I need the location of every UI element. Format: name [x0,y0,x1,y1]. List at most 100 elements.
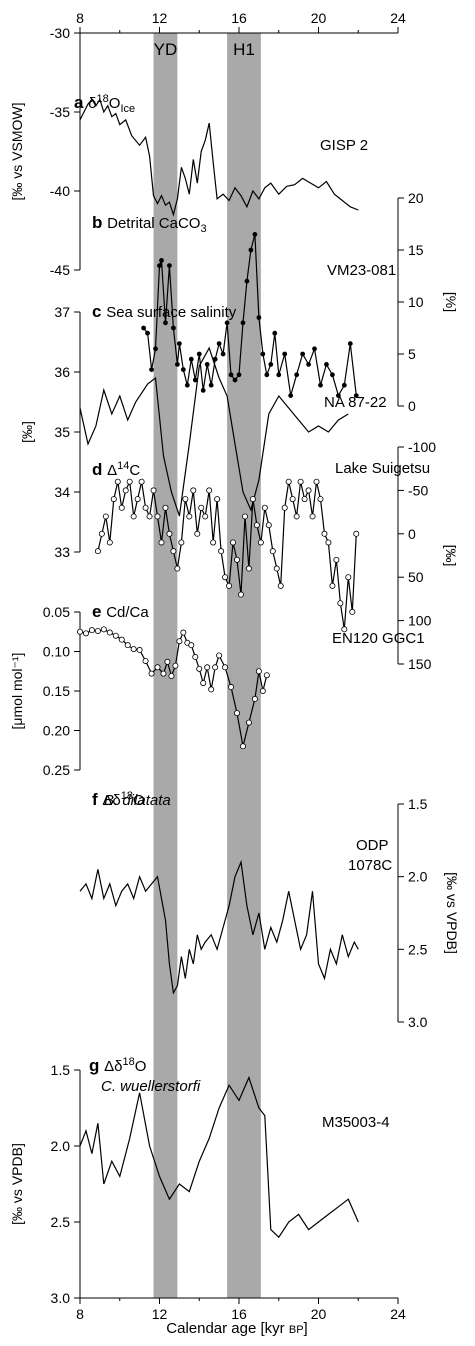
panel-title-d: d Δ14C [92,460,140,479]
y-tick-label: -100 [408,439,436,455]
y-tick-label: 0.20 [43,723,70,739]
band-label-yd: YD [154,40,178,59]
data-point-b [306,361,311,367]
data-point-d [178,539,185,546]
y-axis-label-c: [‰] [19,421,35,443]
data-point-e [222,664,229,671]
data-point-d [325,539,332,546]
data-point-b [208,382,214,388]
data-point-b [153,346,158,352]
y-tick-label: 2.0 [51,1138,71,1154]
data-point-e [216,652,223,659]
data-point-b [159,257,164,263]
data-point-b [174,361,180,367]
data-point-d [222,574,229,581]
data-point-b [188,356,194,362]
data-point-d [297,478,304,485]
data-point-b [196,351,202,357]
panel-b: 0 5 10 15 20 [%] b Detrital CaCO3 VM23-081 [92,190,459,414]
y-tick-label: 50 [408,569,424,585]
data-point-d [261,504,268,511]
data-point-b [268,361,274,367]
data-point-b [282,351,288,357]
y-axis-label-e: [μmol mol⁻¹] [9,653,25,730]
panel-title-g: g Δδ18O [89,1056,146,1075]
y-tick-label: 0 [408,398,416,414]
data-point-d [249,496,256,503]
data-point-b [192,377,198,383]
data-point-e [148,670,155,677]
x-tick-label: 12 [152,1306,168,1322]
data-point-b [163,320,168,326]
data-point-d [206,487,213,494]
data-point-e [255,668,262,675]
y-tick-label: 20 [408,190,424,206]
data-point-e [172,662,179,669]
band-h1 [227,33,261,1298]
data-point-d [194,530,201,537]
data-point-b [248,247,254,253]
data-point-d [118,504,125,511]
site-label-line2-f: 1078C [348,857,392,874]
panel-g: 1.5 2.0 2.5 3.0 [‰ vs VPDB] g Δδ18O C. wueller… [9,1056,390,1306]
y-tick-label: 3.0 [408,1014,428,1030]
data-point-b [353,393,359,399]
data-point-d [337,600,344,607]
y-tick-label: -40 [50,183,70,199]
x-tick-label: 12 [152,10,168,26]
site-label-a: GISP 2 [320,137,368,154]
y-tick-label: 0 [408,526,416,542]
data-point-b [228,372,234,378]
y-tick-label: 5 [408,346,416,362]
data-point-d [241,513,248,520]
data-point-b [330,372,335,378]
y-axis-label-b: [%] [443,292,459,312]
data-point-d [182,496,189,503]
panel-title-f: f Δδ18O [92,790,145,809]
data-point-d [122,487,129,494]
data-point-b [216,341,222,347]
y-tick-label: 34 [54,484,70,500]
y-tick-label: -50 [408,482,428,498]
data-point-e [208,686,215,693]
x-tick-label: 8 [76,1306,84,1322]
site-label-d: Lake Suigetsu [335,460,430,477]
y-tick-label: 0.25 [43,762,70,778]
data-point-d [265,522,272,529]
data-point-d [186,513,193,520]
panel-subtitle-g: C. wuellerstorfi [101,1078,201,1095]
y-tick-label: 2.0 [408,869,428,885]
data-point-d [341,626,348,633]
data-point-d [202,513,209,520]
data-point-d [289,496,296,503]
panel-title-c: c Sea surface salinity [92,302,237,321]
x-tick-label: 24 [390,1306,406,1322]
data-point-d [353,530,360,537]
series-line-a [79,97,359,217]
data-point-b [288,393,294,399]
data-point-d [277,582,284,589]
y-tick-label: -35 [50,104,70,120]
panel-title-b: b Detrital CaCO3 [92,213,207,235]
data-point-d [253,522,260,529]
y-tick-label: 2.5 [51,1214,71,1230]
data-point-e [200,680,207,687]
panel-c: 33 34 35 36 37 [‰] c Sea surface salinity NA 87… [19,302,387,560]
data-point-d [130,513,137,520]
site-label-b: VM23-081 [327,262,396,279]
series-line-g [79,1075,359,1239]
data-point-e [188,642,195,649]
y-tick-label: 15 [408,242,424,258]
data-point-e [251,695,258,702]
y-axis-label-a: [‰ vs VSMOW] [9,103,25,201]
data-point-d [305,487,312,494]
data-point-d [162,504,169,511]
y-tick-label: 35 [54,424,70,440]
y-axis-label-f: [‰ vs VPDB] [444,872,460,954]
data-point-e [160,670,167,677]
data-point-b [200,387,206,393]
data-point-d [301,496,308,503]
band-label-h1: H1 [233,40,255,59]
data-point-e [88,627,95,634]
